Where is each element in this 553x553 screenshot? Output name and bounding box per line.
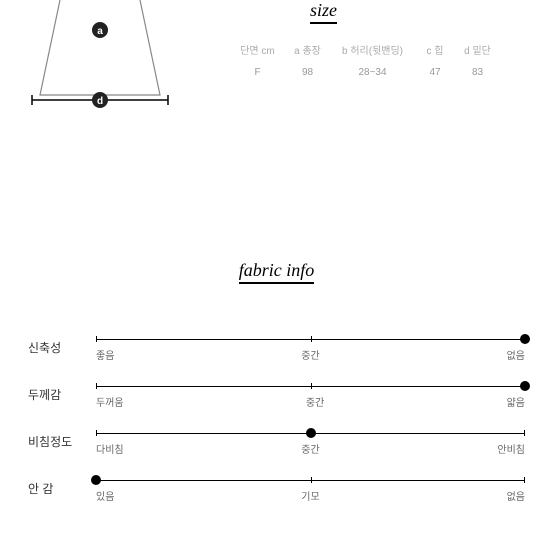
slider-label: 두께감 — [28, 386, 96, 403]
slider-option: 기모 — [301, 488, 319, 503]
slider-option-labels: 두꺼움 중간 얇음 — [96, 394, 525, 409]
size-section: size 단면 cm a 총장 b 허리(뒷밴딩) c 힙 d 밑단 F 98 … — [190, 0, 533, 120]
slider-track: 있음 기모 없음 — [96, 480, 525, 503]
slider-option: 안비침 — [497, 441, 525, 456]
fabric-title: fabric info — [239, 260, 315, 284]
slider-option: 두꺼움 — [96, 394, 124, 409]
slider-dot — [306, 428, 316, 438]
size-data-row: F 98 28~34 47 83 — [230, 67, 533, 78]
slider-track: 두꺼움 중간 얇음 — [96, 386, 525, 409]
slider-option: 다비침 — [96, 441, 124, 456]
slider-option: 중간 — [301, 347, 319, 362]
slider-option: 좋음 — [96, 347, 114, 362]
slider-option: 있음 — [96, 488, 114, 503]
slider-label: 안 감 — [28, 480, 96, 497]
size-title: size — [310, 0, 337, 24]
size-table: 단면 cm a 총장 b 허리(뒷밴딩) c 힙 d 밑단 F 98 28~34… — [230, 42, 533, 78]
fabric-sliders: 신축성좋음중간없음두께감두꺼움중간얇음비침정도다비침중간안비침안 감있음기모없음 — [0, 339, 553, 503]
size-header-cell: a 총장 — [285, 42, 330, 57]
slider-track: 다비침 중간 안비침 — [96, 433, 525, 456]
slider-option-labels: 있음 기모 없음 — [96, 488, 525, 503]
size-header-row: 단면 cm a 총장 b 허리(뒷밴딩) c 힙 d 밑단 — [230, 42, 533, 57]
slider-option-labels: 좋음 중간 없음 — [96, 347, 525, 362]
slider-row: 두께감두꺼움 중간 얇음 — [28, 386, 525, 409]
slider-option: 중간 — [301, 441, 319, 456]
slider-dot — [520, 381, 530, 391]
size-header-cell: b 허리(뒷밴딩) — [330, 42, 415, 57]
slider-label: 신축성 — [28, 339, 96, 356]
size-cell: 47 — [415, 67, 455, 78]
slider-track: 좋음 중간 없음 — [96, 339, 525, 362]
slider-option: 없음 — [507, 488, 525, 503]
size-header-cell: d 밑단 — [455, 42, 500, 57]
size-header-cell: 단면 cm — [230, 42, 285, 57]
slider-row: 신축성좋음 중간 없음 — [28, 339, 525, 362]
size-cell: F — [230, 67, 285, 78]
size-cell: 28~34 — [330, 67, 415, 78]
fabric-section: fabric info 신축성좋음중간없음두께감두꺼움중간얇음비침정도다비침중간… — [0, 260, 553, 503]
size-cell: 98 — [285, 67, 330, 78]
slider-label: 비침정도 — [28, 433, 96, 450]
slider-dot — [91, 475, 101, 485]
size-cell: 83 — [455, 67, 500, 78]
slider-dot — [520, 334, 530, 344]
svg-text:d: d — [97, 96, 103, 107]
slider-option: 중간 — [306, 394, 324, 409]
svg-text:a: a — [97, 26, 103, 37]
slider-option: 없음 — [507, 347, 525, 362]
slider-option-labels: 다비침 중간 안비침 — [96, 441, 525, 456]
slider-row: 비침정도다비침 중간 안비침 — [28, 433, 525, 456]
slider-option: 얇음 — [507, 394, 525, 409]
garment-diagram: a d — [10, 0, 190, 120]
size-header-cell: c 힙 — [415, 42, 455, 57]
slider-row: 안 감있음 기모 없음 — [28, 480, 525, 503]
